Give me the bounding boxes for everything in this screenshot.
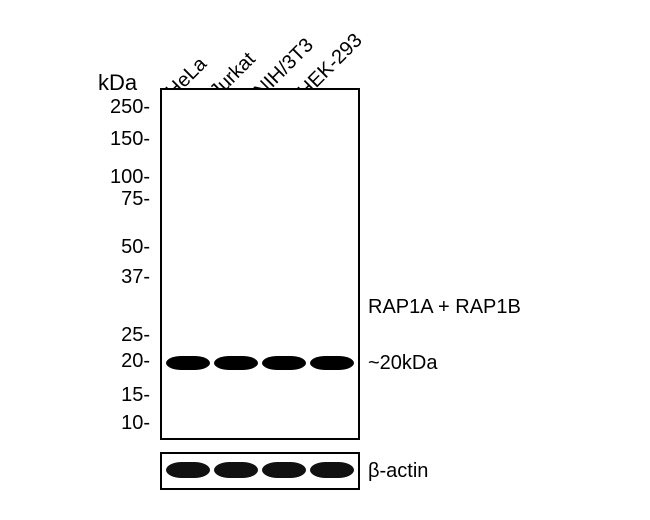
marker-label-150: 150-: [0, 128, 150, 151]
marker-label-15: 15-: [0, 384, 150, 407]
right-label-1: ~20kDa: [368, 352, 438, 375]
marker-label-75: 75-: [0, 188, 150, 211]
marker-label-25: 25-: [0, 324, 150, 347]
marker-label-37: 37-: [0, 266, 150, 289]
marker-label-250: 250-: [0, 96, 150, 119]
actin-band-lane-2: [262, 462, 306, 478]
right-label-0: RAP1A + RAP1B: [368, 296, 521, 319]
figure-container: kDa HeLaJurkatNIH/3T3HEK-293 250-150-100…: [0, 0, 650, 520]
marker-label-20: 20-: [0, 350, 150, 373]
marker-label-50: 50-: [0, 236, 150, 259]
actin-band-lane-0: [166, 462, 210, 478]
marker-label-10: 10-: [0, 412, 150, 435]
marker-label-100: 100-: [0, 166, 150, 189]
right-label-2: β-actin: [368, 460, 428, 483]
target-band-lane-1: [214, 356, 258, 370]
kda-unit-label: kDa: [98, 70, 137, 96]
target-band-lane-3: [310, 356, 354, 370]
actin-band-lane-3: [310, 462, 354, 478]
blot-membrane-main: [160, 88, 360, 440]
target-band-lane-0: [166, 356, 210, 370]
actin-band-lane-1: [214, 462, 258, 478]
target-band-lane-2: [262, 356, 306, 370]
